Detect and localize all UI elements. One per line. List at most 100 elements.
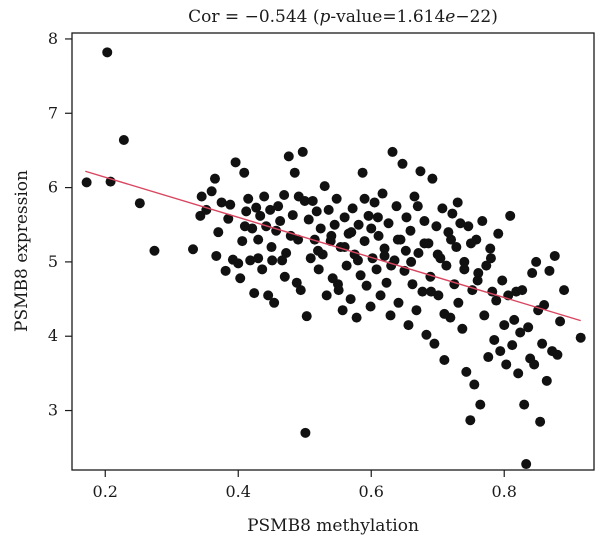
data-point — [337, 305, 348, 316]
data-point — [311, 206, 322, 217]
x-tick-label: 0.6 — [359, 482, 384, 501]
data-point — [497, 275, 508, 286]
y-tick-label: 8 — [48, 29, 58, 48]
data-point — [313, 245, 324, 256]
data-point — [397, 158, 408, 169]
chart-title: Cor = −0.544 (p-value=1.614e−22) — [188, 7, 498, 27]
data-point — [345, 294, 356, 305]
data-point — [419, 238, 430, 249]
data-point — [220, 265, 231, 276]
data-point — [253, 234, 264, 245]
data-point — [521, 459, 532, 470]
data-point — [259, 191, 270, 202]
data-point — [295, 285, 306, 296]
data-point — [507, 340, 518, 351]
data-point — [273, 201, 284, 212]
data-point — [257, 264, 268, 275]
data-point — [263, 290, 274, 301]
data-point — [235, 273, 246, 284]
data-point — [427, 173, 438, 184]
data-point — [437, 203, 448, 214]
data-point — [485, 253, 496, 264]
data-point — [251, 202, 262, 213]
data-point — [366, 223, 377, 234]
data-point — [406, 256, 417, 267]
data-point — [245, 255, 256, 266]
y-axis-label: PSMB8 expression — [12, 170, 32, 332]
data-point — [361, 280, 372, 291]
data-point — [407, 279, 418, 290]
data-point — [453, 297, 464, 308]
data-point — [359, 193, 370, 204]
data-point — [552, 349, 563, 360]
data-point — [341, 260, 352, 271]
data-point — [501, 359, 512, 370]
data-point — [379, 250, 390, 261]
data-point — [472, 275, 483, 286]
data-point — [429, 338, 440, 349]
data-point — [309, 234, 320, 245]
data-point — [359, 236, 370, 247]
data-point — [415, 166, 426, 177]
data-point — [188, 244, 199, 255]
data-point — [323, 204, 334, 215]
data-point — [523, 322, 534, 333]
data-point — [400, 245, 411, 256]
data-point — [529, 359, 540, 370]
data-point — [239, 167, 250, 178]
data-point — [279, 190, 290, 201]
plot-frame — [71, 32, 595, 471]
scatter-points — [81, 47, 586, 470]
data-point — [315, 223, 326, 234]
data-point — [230, 157, 241, 168]
data-point — [489, 334, 500, 345]
data-point — [277, 255, 288, 266]
x-tick-label: 0.8 — [492, 482, 517, 501]
data-point — [377, 188, 388, 199]
data-point — [269, 297, 280, 308]
data-point — [299, 195, 310, 206]
data-point — [401, 212, 412, 223]
y-tick-label: 3 — [48, 401, 58, 420]
data-point — [537, 338, 548, 349]
data-point — [346, 227, 357, 238]
data-point — [463, 221, 474, 232]
data-point — [447, 208, 458, 219]
x-tick-label: 0.2 — [93, 482, 118, 501]
data-point — [303, 214, 314, 225]
data-point — [451, 242, 462, 253]
data-point — [118, 135, 129, 146]
data-point — [369, 197, 380, 208]
data-point — [216, 197, 227, 208]
data-point — [383, 218, 394, 229]
data-point — [531, 256, 542, 267]
data-point — [81, 177, 92, 188]
data-point — [413, 247, 424, 258]
data-point — [353, 219, 364, 230]
data-point — [196, 191, 207, 202]
data-point — [339, 212, 350, 223]
data-point — [412, 201, 423, 212]
data-point — [475, 399, 486, 410]
data-point — [477, 216, 488, 227]
data-point — [403, 320, 414, 331]
data-point — [426, 286, 437, 297]
data-point — [549, 250, 560, 261]
data-point — [481, 260, 492, 271]
data-point — [233, 258, 244, 269]
data-point — [419, 216, 430, 227]
data-point — [439, 308, 450, 319]
data-point — [391, 201, 402, 212]
data-point — [266, 242, 277, 253]
data-point — [381, 277, 392, 288]
data-point — [515, 327, 526, 338]
x-axis-label: PSMB8 methylation — [247, 516, 419, 536]
data-point — [559, 285, 570, 296]
data-point — [305, 253, 316, 264]
data-point — [237, 236, 248, 247]
data-point — [283, 151, 294, 162]
data-point — [206, 186, 217, 197]
data-point — [457, 323, 468, 334]
data-point — [473, 268, 484, 279]
data-point — [441, 260, 452, 271]
